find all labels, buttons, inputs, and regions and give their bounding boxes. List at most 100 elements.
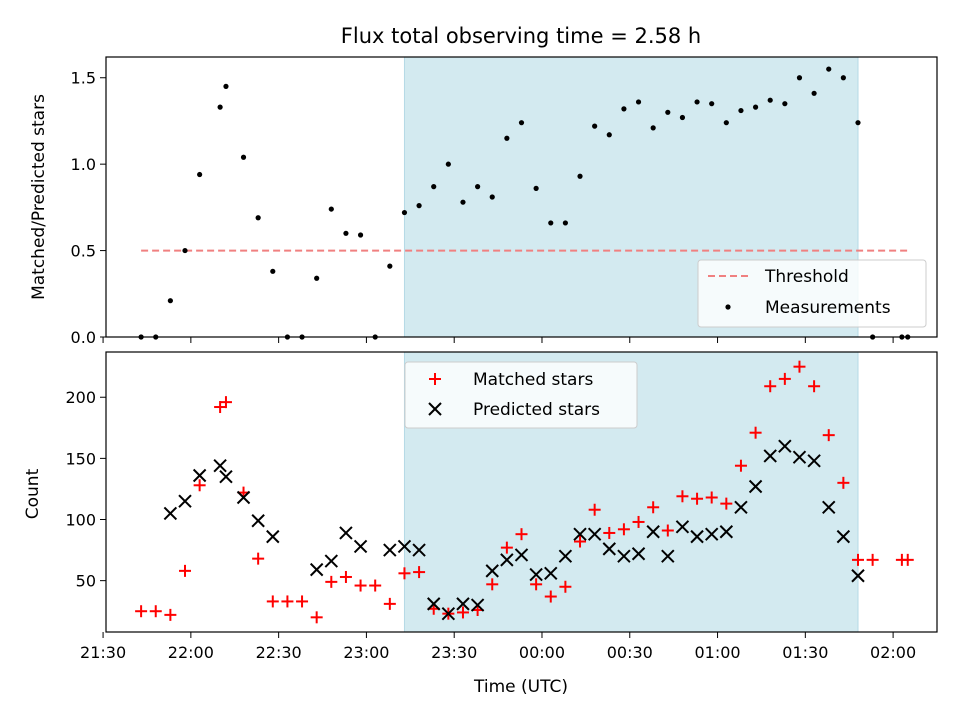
matched-point — [179, 564, 192, 577]
measurement-point — [811, 90, 817, 96]
legend-predicted-swatch — [428, 402, 442, 416]
matched-point — [281, 595, 294, 608]
predicted-point — [807, 454, 821, 468]
measurement-point — [577, 173, 583, 179]
matched-point — [266, 595, 279, 608]
matched-point — [486, 578, 499, 591]
measurement-point — [621, 106, 627, 112]
measurement-point — [197, 171, 203, 178]
measurement-point — [709, 101, 715, 107]
predicted-point — [704, 527, 719, 541]
measurement-point — [606, 132, 612, 138]
y-tick-label: 1.5 — [71, 69, 96, 88]
axes-frame — [105, 56, 938, 338]
predicted-point — [353, 539, 368, 554]
legend-threshold-label: Threshold — [764, 267, 849, 287]
predicted-point — [383, 543, 397, 557]
predicted-point — [219, 470, 233, 484]
y-tick-label: 1.0 — [71, 155, 96, 174]
matched-point — [647, 501, 660, 514]
predicted-point — [236, 490, 251, 505]
measurement-point — [796, 75, 803, 81]
matched-point — [691, 492, 704, 505]
measurement-point — [767, 97, 773, 103]
predicted-point — [822, 500, 836, 514]
predicted-point — [251, 514, 265, 528]
x-tick-label: 00:00 — [519, 643, 565, 662]
predicted-point — [441, 606, 456, 621]
matched-point — [778, 372, 791, 385]
matched-point — [149, 605, 162, 618]
y-tick-label: 100 — [65, 511, 96, 530]
matched-point — [808, 380, 821, 393]
matched-point — [632, 515, 645, 528]
legend-measurements-swatch — [725, 304, 731, 310]
y-tick-label: 150 — [65, 449, 96, 468]
matched-point — [252, 552, 265, 565]
top-y-axis-label: Matched/Predicted stars — [29, 94, 49, 300]
measurement-point — [217, 104, 223, 110]
matched-point — [164, 608, 177, 621]
matched-point — [661, 524, 674, 537]
measurement-point — [489, 194, 495, 200]
x-tick-label: 02:00 — [870, 643, 916, 662]
predicted-point — [675, 520, 690, 534]
predicted-point — [178, 494, 192, 508]
measurement-point — [387, 263, 393, 269]
predicted-point — [792, 450, 807, 464]
predicted-point — [836, 529, 851, 544]
measurement-point — [167, 298, 173, 304]
top-legend-box — [697, 259, 927, 328]
predicted-point — [587, 527, 602, 541]
predicted-point — [544, 566, 558, 581]
measurement-point — [679, 114, 686, 121]
predicted-point — [470, 598, 485, 612]
matched-point — [515, 528, 528, 541]
matched-point — [837, 476, 850, 489]
matched-point — [383, 597, 396, 610]
matched-point — [617, 523, 630, 536]
matched-point — [398, 567, 411, 580]
measurement-point — [840, 75, 846, 81]
predicted-point — [192, 468, 207, 483]
matched-point — [325, 575, 338, 588]
measurement-point — [782, 101, 788, 107]
matched-point — [193, 479, 206, 492]
measurement-point — [826, 66, 832, 72]
legend-matched-swatch — [429, 373, 441, 385]
measurement-point — [343, 230, 349, 236]
matched-point — [901, 553, 914, 566]
predicted-point — [309, 562, 324, 577]
measurement-point — [182, 247, 188, 254]
predicted-point — [558, 549, 573, 563]
matched-point — [219, 396, 232, 409]
matched-point — [588, 503, 601, 516]
measurement-point — [635, 99, 642, 105]
predicted-point — [734, 500, 748, 514]
predicted-point — [617, 549, 631, 563]
predicted-point — [646, 525, 660, 539]
predicted-point — [602, 542, 616, 556]
matched-point — [456, 606, 469, 619]
matched-point — [866, 553, 879, 566]
y-tick-label: 50 — [76, 572, 96, 591]
predicted-point — [719, 525, 734, 539]
measurement-point — [445, 161, 451, 167]
matched-point — [135, 605, 148, 618]
y-tick-label: 0.0 — [71, 328, 96, 347]
matched-point — [339, 570, 352, 583]
measurement-point — [533, 185, 539, 191]
measurement-point — [357, 232, 364, 238]
predicted-point — [778, 439, 792, 453]
x-tick-label: 21:30 — [80, 643, 126, 662]
measurement-point — [650, 125, 656, 131]
x-tick-label: 23:30 — [431, 643, 477, 662]
predicted-point — [266, 529, 280, 544]
measurement-point — [270, 268, 276, 274]
predicted-point — [485, 564, 499, 578]
predicted-point — [529, 567, 543, 582]
matched-point — [720, 497, 733, 510]
measurement-point — [223, 83, 229, 89]
measurement-point — [752, 104, 759, 110]
